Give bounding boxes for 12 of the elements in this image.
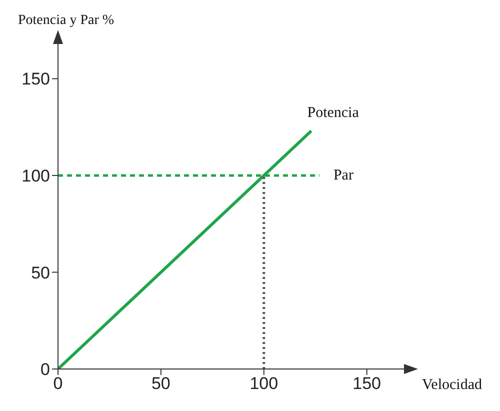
- x-tick-label: 0: [53, 374, 63, 394]
- series-label: Par: [333, 167, 354, 184]
- y-tick-label: 0: [40, 360, 50, 380]
- x-axis-title: Velocidad: [422, 377, 482, 393]
- x-tick-label: 100: [250, 374, 278, 394]
- y-axis-title: Potencia y Par %: [18, 13, 114, 28]
- y-tick-label: 150: [22, 70, 50, 89]
- x-tick-label: 50: [151, 374, 170, 394]
- y-tick-label: 100: [22, 166, 50, 186]
- y-tick-label: 50: [31, 263, 50, 282]
- series-label: Potencia: [307, 104, 360, 121]
- x-tick-label: 150: [352, 374, 382, 394]
